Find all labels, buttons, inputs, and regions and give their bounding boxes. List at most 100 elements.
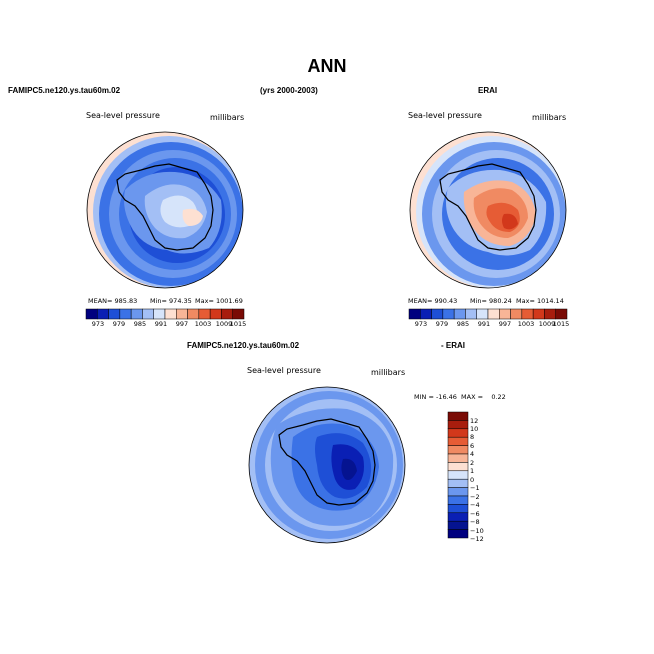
obs-tick-0: 973 bbox=[414, 320, 428, 328]
diff-tick-8: −1 bbox=[470, 484, 480, 492]
model-colorbar-swatch-12 bbox=[221, 308, 233, 320]
period-label: (yrs 2000-2003) bbox=[260, 86, 318, 95]
diff-colorbar-swatch-0 bbox=[447, 411, 469, 421]
obs-max-stat: Max= 1014.14 bbox=[516, 297, 564, 305]
diff-colorbar-swatch-3 bbox=[447, 436, 469, 446]
diff-tick-12: −8 bbox=[470, 518, 480, 526]
obs-colorbar-swatch-11 bbox=[532, 308, 545, 320]
obs-colorbar-swatch-2 bbox=[431, 308, 444, 320]
diff-minus-label: - ERAI bbox=[441, 341, 465, 350]
diff-tick-10: −4 bbox=[470, 501, 480, 509]
model-variable-label: Sea-level pressure bbox=[86, 111, 160, 120]
diff-colorbar bbox=[447, 411, 469, 539]
model-tick-4: 997 bbox=[175, 320, 189, 328]
model-polar-map bbox=[86, 131, 244, 289]
obs-mean-stat: MEAN= 990.43 bbox=[408, 297, 458, 305]
diff-tick-11: −6 bbox=[470, 510, 480, 518]
diff-tick-13: −10 bbox=[470, 527, 484, 535]
model-colorbar-ticks: 973 979 985 991 997 1003 1009 1015 bbox=[85, 320, 246, 330]
obs-colorbar-ticks: 973 979 985 991 997 1003 1009 1015 bbox=[408, 320, 569, 330]
model-case-label: FAMIPC5.ne120.ys.tau60m.02 bbox=[8, 86, 121, 95]
model-colorbar-swatch-13 bbox=[232, 308, 245, 320]
obs-colorbar-swatch-10 bbox=[521, 308, 534, 320]
obs-colorbar-swatch-1 bbox=[420, 308, 432, 320]
diff-colorbar-swatch-2 bbox=[447, 428, 469, 438]
obs-colorbar-swatch-9 bbox=[510, 308, 523, 320]
obs-polar-map bbox=[409, 131, 567, 289]
obs-colorbar-swatch-8 bbox=[499, 308, 511, 320]
model-tick-2: 985 bbox=[133, 320, 147, 328]
obs-case-label: ERAI bbox=[478, 86, 498, 95]
diff-colorbar-swatch-10 bbox=[447, 495, 469, 505]
obs-colorbar bbox=[408, 308, 568, 320]
diff-colorbar-swatch-4 bbox=[447, 445, 469, 455]
diff-tick-9: −2 bbox=[470, 493, 480, 501]
model-colorbar-swatch-5 bbox=[142, 308, 154, 320]
diff-tick-4: 4 bbox=[470, 450, 475, 458]
model-tick-1: 979 bbox=[112, 320, 126, 328]
diff-case-label: FAMIPC5.ne120.ys.tau60m.02 bbox=[187, 341, 300, 350]
obs-colorbar-swatch-3 bbox=[442, 308, 455, 320]
model-tick-5: 1003 bbox=[194, 320, 212, 328]
obs-tick-5: 1003 bbox=[517, 320, 535, 328]
diff-tick-3: 6 bbox=[470, 442, 475, 450]
model-colorbar-swatch-1 bbox=[97, 308, 109, 320]
obs-tick-1: 979 bbox=[435, 320, 449, 328]
diff-colorbar-swatch-1 bbox=[447, 420, 469, 430]
diff-tick-5: 2 bbox=[470, 459, 475, 467]
diff-variable-label: Sea-level pressure bbox=[247, 366, 321, 375]
diff-colorbar-swatch-14 bbox=[447, 529, 469, 539]
obs-tick-3: 991 bbox=[477, 320, 491, 328]
diff-colorbar-swatch-6 bbox=[447, 462, 469, 472]
diff-colorbar-swatch-12 bbox=[447, 512, 469, 522]
obs-tick-4: 997 bbox=[498, 320, 512, 328]
model-tick-0: 973 bbox=[91, 320, 105, 328]
diff-tick-14: −12 bbox=[470, 535, 484, 543]
diff-tick-2: 8 bbox=[470, 433, 475, 441]
model-colorbar-swatch-4 bbox=[130, 308, 143, 320]
model-colorbar bbox=[85, 308, 245, 320]
model-colorbar-swatch-6 bbox=[153, 308, 166, 320]
obs-units-label: millibars bbox=[532, 113, 567, 122]
model-units-label: millibars bbox=[210, 113, 245, 122]
model-colorbar-swatch-2 bbox=[108, 308, 121, 320]
obs-colorbar-swatch-0 bbox=[408, 308, 421, 320]
diff-colorbar-swatch-5 bbox=[447, 453, 469, 463]
obs-min-stat: Min= 980.24 bbox=[470, 297, 512, 305]
diff-tick-7: 0 bbox=[470, 476, 475, 484]
figure-title: ANN bbox=[307, 56, 347, 76]
model-colorbar-swatch-9 bbox=[187, 308, 200, 320]
model-colorbar-swatch-0 bbox=[85, 308, 98, 320]
diff-colorbar-swatch-9 bbox=[447, 487, 469, 497]
obs-colorbar-swatch-12 bbox=[544, 308, 556, 320]
diff-colorbar-swatch-11 bbox=[447, 504, 469, 514]
obs-tick-7: 1015 bbox=[552, 320, 570, 328]
diff-units-label: millibars bbox=[371, 368, 406, 377]
diff-range-text: MIN = -16.46 MAX = 0.22 bbox=[414, 393, 506, 401]
model-colorbar-swatch-10 bbox=[198, 308, 211, 320]
model-min-stat: Min= 974.35 bbox=[150, 297, 192, 305]
model-colorbar-swatch-7 bbox=[164, 308, 177, 320]
model-mean-stat: MEAN= 985.83 bbox=[88, 297, 138, 305]
model-max-stat: Max= 1001.69 bbox=[195, 297, 243, 305]
model-tick-7: 1015 bbox=[229, 320, 247, 328]
model-colorbar-swatch-3 bbox=[119, 308, 132, 320]
model-colorbar-swatch-11 bbox=[209, 308, 222, 320]
obs-tick-2: 985 bbox=[456, 320, 470, 328]
diff-colorbar-ticks: 12 10 8 6 4 2 1 0 −1 −2 −4 −6 −8 −10 −12 bbox=[470, 411, 500, 543]
obs-variable-label: Sea-level pressure bbox=[408, 111, 482, 120]
obs-colorbar-swatch-5 bbox=[465, 308, 477, 320]
diff-tick-0: 12 bbox=[470, 417, 479, 425]
diff-polar-map bbox=[248, 386, 406, 544]
diff-colorbar-swatch-8 bbox=[447, 478, 469, 488]
obs-tick-6: 1009 bbox=[538, 320, 556, 328]
model-tick-6: 1009 bbox=[215, 320, 233, 328]
model-colorbar-swatch-8 bbox=[176, 308, 188, 320]
diff-tick-1: 10 bbox=[470, 425, 479, 433]
obs-colorbar-swatch-13 bbox=[555, 308, 568, 320]
diff-tick-6: 1 bbox=[470, 467, 475, 475]
model-tick-3: 991 bbox=[154, 320, 168, 328]
obs-colorbar-swatch-7 bbox=[487, 308, 500, 320]
diff-colorbar-swatch-13 bbox=[447, 520, 469, 530]
diff-colorbar-swatch-7 bbox=[447, 470, 469, 480]
